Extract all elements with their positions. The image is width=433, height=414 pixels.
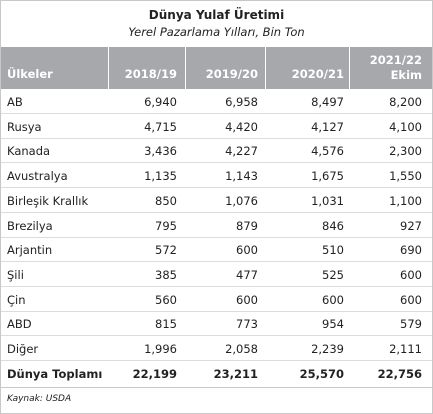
column-header: 2021/22 [369, 53, 422, 67]
column-separator [185, 47, 186, 89]
cell-value: 579 [400, 317, 422, 332]
cell-value: 4,100 [389, 119, 422, 134]
title: Dünya Yulaf Üretimi [148, 8, 285, 22]
cell-value: 477 [236, 267, 258, 282]
cell-value: 1,031 [311, 193, 344, 208]
row-label: Diğer [7, 342, 39, 356]
cell-value: 927 [400, 218, 422, 233]
cell-value: 4,127 [311, 119, 344, 134]
cell-value: 23,211 [213, 366, 258, 381]
column-header: 2018/19 [124, 67, 177, 81]
header-row [1, 47, 432, 89]
cell-value: 22,756 [377, 366, 422, 381]
cell-value: 1,143 [225, 169, 258, 184]
cell-value: 954 [322, 317, 344, 332]
row-label: Şili [7, 267, 24, 282]
table-row [1, 114, 432, 139]
table-row [1, 311, 432, 337]
cell-value: 850 [155, 193, 177, 208]
subtitle: Yerel Pazarlama Yılları, Bin Ton [128, 25, 305, 39]
table-row [1, 213, 432, 238]
cell-value: 385 [155, 267, 177, 282]
row-label: Kanada [7, 144, 51, 159]
table-row [1, 188, 432, 213]
cell-value: 1,675 [311, 169, 344, 184]
cell-value: 600 [236, 292, 258, 307]
cell-value: 1,996 [144, 342, 177, 356]
table-row [1, 237, 432, 263]
divider [1, 387, 432, 388]
cell-value: 1,135 [144, 169, 177, 184]
column-separator [108, 47, 109, 89]
cell-value: 4,576 [311, 144, 344, 159]
cell-value: 600 [322, 292, 344, 307]
cell-value: 6,958 [225, 95, 258, 109]
column-header: Ülkeler [7, 67, 53, 81]
cell-value: 1,100 [389, 193, 422, 208]
cell-value: 879 [236, 218, 258, 233]
cell-value: 525 [322, 267, 344, 282]
cell-value: 25,570 [299, 366, 344, 381]
column-header: Ekim [390, 68, 422, 82]
cell-value: 815 [155, 317, 177, 332]
cell-value: 4,715 [144, 119, 177, 134]
cell-value: 1,076 [225, 193, 258, 208]
source: Kaynak: USDA [7, 394, 72, 404]
table-row [1, 138, 432, 164]
cell-value: 8,200 [389, 95, 422, 109]
cell-value: 600 [400, 292, 422, 307]
table-row [1, 287, 432, 312]
row-label: Birleşik Krallık [7, 193, 89, 208]
cell-value: 560 [155, 292, 177, 307]
row-label: Brezilya [7, 218, 53, 233]
cell-value: 22,199 [132, 366, 177, 381]
row-label: ABD [7, 317, 32, 332]
row-label: Dünya Toplamı [7, 366, 103, 381]
column-separator [265, 47, 266, 89]
cell-value: 510 [322, 243, 344, 258]
column-header: 2020/21 [291, 67, 344, 81]
cell-value: 1,550 [389, 169, 422, 184]
cell-value: 2,058 [225, 342, 258, 356]
row-label: Rusya [7, 119, 42, 134]
cell-value: 6,940 [144, 95, 177, 109]
row-label: Avustralya [7, 169, 68, 184]
column-header: 2019/20 [205, 67, 258, 81]
cell-value: 846 [322, 218, 344, 233]
cell-value: 4,420 [225, 119, 258, 134]
table-row [1, 89, 432, 114]
cell-value: 600 [236, 243, 258, 258]
cell-value: 690 [400, 243, 422, 258]
cell-value: 2,111 [389, 342, 422, 356]
table-row [1, 262, 432, 287]
cell-value: 3,436 [144, 144, 177, 159]
cell-value: 2,300 [389, 144, 422, 159]
table-row [1, 336, 432, 361]
cell-value: 572 [155, 243, 177, 258]
table-row [1, 163, 432, 189]
cell-value: 773 [236, 317, 258, 332]
column-separator [349, 47, 350, 89]
cell-value: 4,227 [225, 144, 258, 159]
cell-value: 2,239 [311, 342, 344, 356]
cell-value: 600 [400, 267, 422, 282]
row-label: AB [7, 95, 23, 109]
cell-value: 795 [155, 218, 177, 233]
row-label: Arjantin [7, 243, 53, 258]
cell-value: 8,497 [311, 95, 344, 109]
row-label: Çin [7, 292, 26, 307]
